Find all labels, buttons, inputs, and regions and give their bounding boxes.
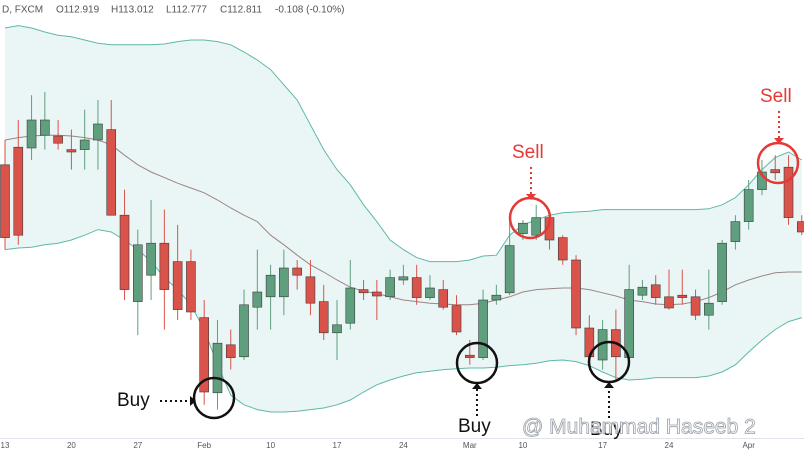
candle-body — [385, 277, 395, 298]
annotation-label: Buy — [458, 416, 491, 437]
watermark: @ Muhammad Haseeb 2 — [522, 416, 756, 439]
change-label: -0.108 (-0.10%) — [275, 5, 344, 16]
candle-body — [704, 302, 714, 316]
annotation-circle — [756, 141, 800, 185]
candle-body — [66, 149, 77, 153]
candle-body — [305, 276, 316, 304]
candle-body — [0, 164, 10, 238]
candle-body — [743, 189, 754, 222]
candle-body — [106, 129, 117, 216]
annotation-label: Buy — [590, 419, 623, 440]
candle-body — [53, 135, 63, 144]
x-tick-label: 27 — [133, 441, 142, 450]
annotation-label: Sell — [760, 86, 792, 107]
candle-body — [425, 287, 435, 298]
x-tick-label: 20 — [67, 441, 76, 450]
candle-body — [186, 261, 196, 313]
annotation-label: Sell — [512, 142, 544, 163]
annotation-circle — [508, 196, 552, 240]
candle-body — [464, 354, 475, 358]
candle-body — [318, 301, 329, 334]
candle-body — [690, 296, 701, 316]
candle-body — [650, 284, 661, 298]
close-label: C112.811 — [220, 5, 262, 16]
x-tick-label: 24 — [399, 441, 408, 450]
candle-body — [239, 304, 249, 358]
arrow-head — [472, 383, 482, 389]
candle-body — [438, 289, 449, 308]
candle-body — [279, 267, 289, 298]
candle-body — [133, 244, 143, 302]
x-tick-label: 10 — [266, 441, 275, 450]
candle-body — [624, 289, 634, 358]
candle-body — [79, 139, 90, 150]
candles — [0, 92, 804, 410]
annotation-label: Buy — [117, 390, 150, 411]
candle-body — [478, 299, 488, 358]
candle-body — [119, 214, 130, 290]
candle-body — [451, 305, 462, 333]
candle-body — [292, 267, 302, 276]
band-upper — [4, 25, 803, 263]
annotation-circle — [192, 376, 236, 420]
candle-body — [717, 242, 727, 302]
candle-body — [159, 242, 170, 290]
candle-body — [504, 245, 515, 294]
candle-body — [252, 291, 263, 308]
x-tick-label: 13 — [1, 441, 10, 450]
candle-body — [637, 286, 648, 296]
x-tick-label: Apr — [742, 441, 755, 450]
x-tick-label: 17 — [598, 441, 607, 450]
high-label: H113.012 — [111, 5, 154, 16]
candle-body — [26, 119, 37, 149]
candle-body — [770, 169, 781, 174]
candle-body — [730, 221, 741, 242]
candle-body — [265, 274, 276, 298]
arrow-head — [604, 382, 614, 388]
annotation-circle — [455, 341, 499, 385]
candle-body — [225, 344, 236, 358]
candle-body — [677, 294, 688, 298]
candle-body — [199, 317, 209, 393]
candle-body — [40, 119, 50, 136]
candle-body — [571, 259, 581, 329]
candle-body — [212, 342, 223, 394]
candle-body — [358, 289, 369, 294]
candle-body — [796, 221, 804, 233]
candle-body — [13, 146, 24, 236]
x-tick-label: 17 — [333, 441, 342, 450]
candle-body — [345, 287, 356, 324]
x-tick-label: 10 — [518, 441, 527, 450]
annotation-circle — [587, 340, 631, 384]
candle-body — [531, 217, 542, 236]
candle-body — [93, 123, 103, 141]
candle-body — [411, 277, 422, 298]
candle-body — [664, 296, 674, 309]
candle-body — [783, 166, 794, 218]
low-label: L112.777 — [166, 5, 207, 16]
candle-body — [372, 291, 382, 297]
candle-body — [172, 261, 183, 310]
candle-body — [332, 324, 342, 334]
x-tick-label: Feb — [197, 441, 211, 450]
open-label: O112.919 — [56, 5, 100, 16]
symbol: D, FXCM — [2, 5, 43, 16]
arrow-head — [774, 138, 784, 144]
candle-body — [518, 222, 528, 234]
annotations: Buy Buy Buy Sell Sell — [117, 86, 800, 440]
candle-body — [491, 294, 502, 301]
x-tick-label: Mar — [463, 441, 477, 450]
candle-body — [398, 276, 409, 281]
candle-body — [557, 237, 568, 261]
x-tick-label: 24 — [665, 441, 674, 450]
candle-body — [146, 242, 156, 276]
